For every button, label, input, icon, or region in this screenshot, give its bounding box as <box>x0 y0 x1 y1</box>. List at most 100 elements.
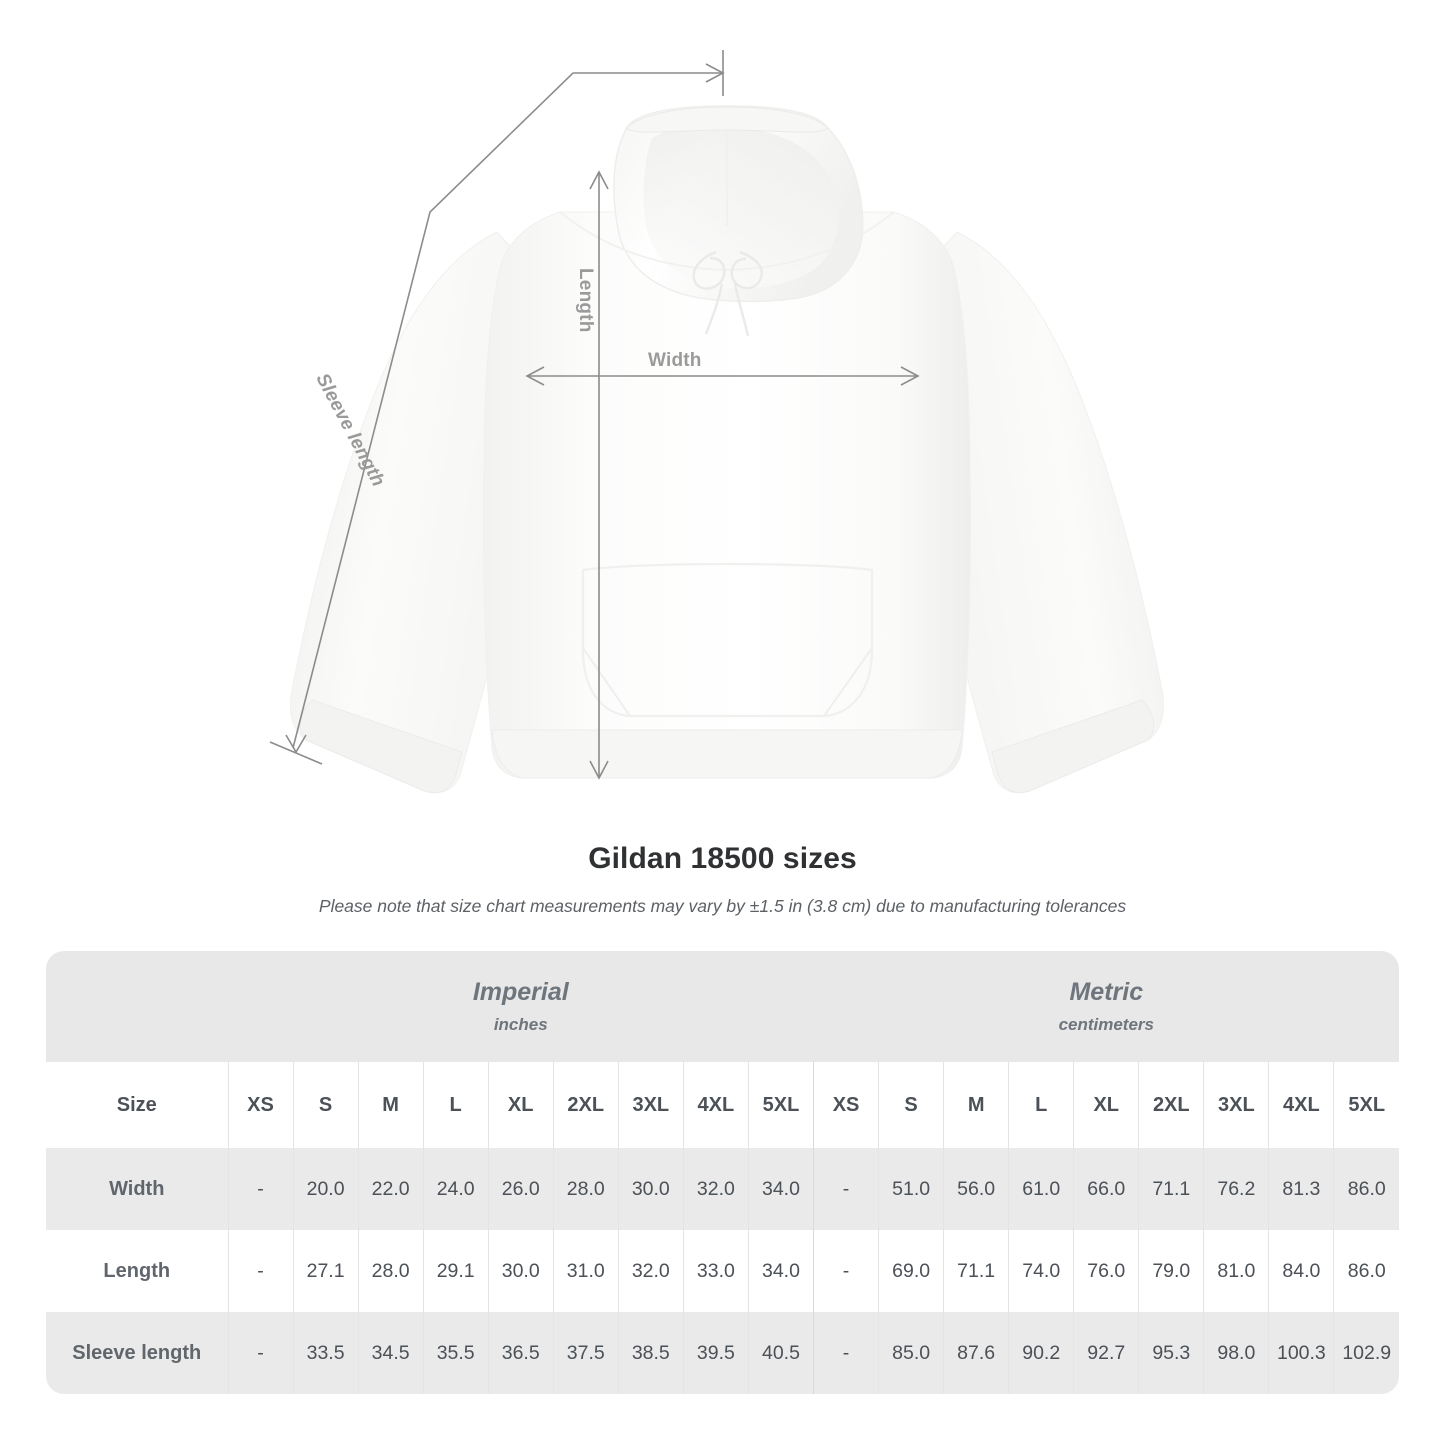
page-title: Gildan 18500 sizes <box>588 842 857 875</box>
table-row: Width - 20.0 22.0 24.0 26.0 28.0 30.0 32… <box>46 1148 1400 1230</box>
size-header-imperial-s: S <box>292 1062 359 1148</box>
cell-length-imperial-5xl: 34.0 <box>747 1230 814 1312</box>
row-label-sleeve-length: Sleeve length <box>46 1312 228 1394</box>
unit-header-row: Imperial inches Metric centimeters <box>46 951 1400 1062</box>
cell-width-metric-3xl: 76.2 <box>1203 1148 1269 1230</box>
size-header-row: Size XS S M L XL 2XL 3XL 4XL 5XL XS S M … <box>46 1062 1400 1148</box>
table-row: Length - 27.1 28.0 29.1 30.0 31.0 32.0 3… <box>46 1230 1400 1312</box>
size-header-metric-xs: XS <box>813 1062 879 1148</box>
size-header-imperial-m: M <box>357 1062 424 1148</box>
cell-width-metric-m: 56.0 <box>943 1148 1009 1230</box>
cell-sleeve-imperial-l: 35.5 <box>422 1312 489 1394</box>
cell-length-metric-m: 71.1 <box>943 1230 1009 1312</box>
cell-sleeve-metric-4xl: 100.3 <box>1268 1312 1334 1394</box>
cell-width-metric-l: 61.0 <box>1008 1148 1074 1230</box>
size-header-imperial-xl: XL <box>487 1062 554 1148</box>
cell-width-imperial-l: 24.0 <box>422 1148 489 1230</box>
cell-sleeve-imperial-xl: 36.5 <box>487 1312 554 1394</box>
title-block: Gildan 18500 sizes Please note that size… <box>0 842 1445 917</box>
cell-sleeve-imperial-m: 34.5 <box>357 1312 424 1394</box>
cell-length-metric-4xl: 84.0 <box>1268 1230 1334 1312</box>
cell-sleeve-metric-m: 87.6 <box>943 1312 1009 1394</box>
cell-width-imperial-5xl: 34.0 <box>747 1148 814 1230</box>
cell-width-metric-5xl: 86.0 <box>1333 1148 1400 1230</box>
size-header-imperial-l: L <box>422 1062 489 1148</box>
row-label-length: Length <box>46 1230 228 1312</box>
size-chart-table: Imperial inches Metric centimeters Size … <box>46 951 1400 1394</box>
cell-width-imperial-3xl: 30.0 <box>617 1148 684 1230</box>
cell-length-imperial-m: 28.0 <box>357 1230 424 1312</box>
cell-length-imperial-3xl: 32.0 <box>617 1230 684 1312</box>
length-arrowhead-up <box>589 170 609 190</box>
unit-name-metric: Metric <box>1069 977 1144 1006</box>
unit-name-imperial: Imperial <box>472 977 569 1006</box>
cell-width-metric-xl: 66.0 <box>1073 1148 1139 1230</box>
table-row: Sleeve length - 33.5 34.5 35.5 36.5 37.5… <box>46 1312 1400 1394</box>
cell-length-metric-xl: 76.0 <box>1073 1230 1139 1312</box>
unit-group-metric: Metric centimeters <box>813 951 1400 1062</box>
length-arrowhead-down <box>589 760 609 780</box>
size-header-imperial-3xl: 3XL <box>617 1062 684 1148</box>
sleeve-arrowhead-right <box>705 63 725 83</box>
cell-width-metric-2xl: 71.1 <box>1138 1148 1204 1230</box>
cell-length-metric-s: 69.0 <box>878 1230 944 1312</box>
hoodie-measurement-diagram: Width Length Sleeve length <box>269 50 1164 794</box>
size-header-metric-s: S <box>878 1062 944 1148</box>
cell-sleeve-metric-xs: - <box>813 1312 879 1394</box>
size-header-metric-2xl: 2XL <box>1138 1062 1204 1148</box>
unit-sub-metric: centimeters <box>1058 1015 1154 1035</box>
cell-sleeve-imperial-xs: - <box>227 1312 294 1394</box>
cell-length-imperial-xl: 30.0 <box>487 1230 554 1312</box>
length-label: Length <box>575 268 596 333</box>
hoodie-body-shape <box>290 105 1164 794</box>
drawstring <box>692 250 763 337</box>
size-header-metric-m: M <box>943 1062 1009 1148</box>
cell-length-imperial-2xl: 31.0 <box>552 1230 619 1312</box>
cell-length-imperial-s: 27.1 <box>292 1230 359 1312</box>
hoodie-illustration <box>269 50 1164 794</box>
cell-width-metric-xs: - <box>813 1148 879 1230</box>
measurement-lines <box>269 50 920 780</box>
unit-spacer-cell <box>46 951 228 1062</box>
size-header-metric-4xl: 4XL <box>1268 1062 1334 1148</box>
cell-sleeve-metric-5xl: 102.9 <box>1333 1312 1400 1394</box>
cell-width-metric-4xl: 81.3 <box>1268 1148 1334 1230</box>
cell-sleeve-imperial-s: 33.5 <box>292 1312 359 1394</box>
cell-sleeve-metric-2xl: 95.3 <box>1138 1312 1204 1394</box>
cell-length-metric-3xl: 81.0 <box>1203 1230 1269 1312</box>
cell-length-imperial-4xl: 33.0 <box>682 1230 749 1312</box>
size-header-metric-5xl: 5XL <box>1333 1062 1400 1148</box>
cell-sleeve-imperial-5xl: 40.5 <box>747 1312 814 1394</box>
size-header-metric-xl: XL <box>1073 1062 1139 1148</box>
width-label: Width <box>648 350 702 371</box>
cell-length-imperial-l: 29.1 <box>422 1230 489 1312</box>
width-arrowhead-left <box>525 366 545 386</box>
cell-width-imperial-xl: 26.0 <box>487 1148 554 1230</box>
size-header-metric-l: L <box>1008 1062 1074 1148</box>
size-header-imperial-xs: XS <box>227 1062 294 1148</box>
width-arrowhead-right <box>900 366 920 386</box>
tolerance-note: Please note that size chart measurements… <box>318 896 1127 916</box>
cell-sleeve-metric-l: 90.2 <box>1008 1312 1074 1394</box>
size-header-metric-3xl: 3XL <box>1203 1062 1269 1148</box>
sleeve-length-line <box>292 72 723 749</box>
cell-length-metric-xs: - <box>813 1230 879 1312</box>
cell-sleeve-metric-s: 85.0 <box>878 1312 944 1394</box>
cell-sleeve-metric-3xl: 98.0 <box>1203 1312 1269 1394</box>
cell-length-metric-5xl: 86.0 <box>1333 1230 1400 1312</box>
row-label-width: Width <box>46 1148 228 1230</box>
size-header-label: Size <box>46 1062 228 1148</box>
cell-width-imperial-xs: - <box>227 1148 294 1230</box>
unit-sub-imperial: inches <box>493 1015 548 1035</box>
cell-sleeve-imperial-2xl: 37.5 <box>552 1312 619 1394</box>
cell-width-imperial-2xl: 28.0 <box>552 1148 619 1230</box>
cell-length-imperial-xs: - <box>227 1230 294 1312</box>
size-header-imperial-2xl: 2XL <box>552 1062 619 1148</box>
sleeve-arrowhead-down <box>285 734 307 754</box>
cell-length-metric-2xl: 79.0 <box>1138 1230 1204 1312</box>
cell-width-imperial-s: 20.0 <box>292 1148 359 1230</box>
cell-width-imperial-4xl: 32.0 <box>682 1148 749 1230</box>
cell-length-metric-l: 74.0 <box>1008 1230 1074 1312</box>
cell-sleeve-metric-xl: 92.7 <box>1073 1312 1139 1394</box>
